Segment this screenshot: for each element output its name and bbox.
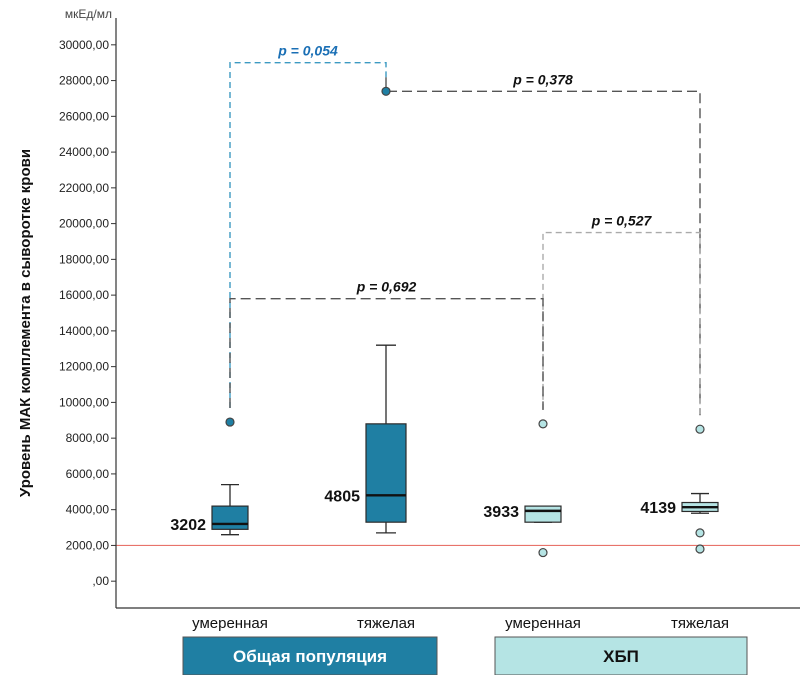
x-category-label: умеренная bbox=[505, 615, 581, 632]
outlier-point bbox=[538, 419, 548, 429]
x-category-label: умеренная bbox=[192, 615, 268, 632]
y-tick-label: 6000,00 bbox=[66, 467, 110, 481]
x-category-label: тяжелая bbox=[357, 615, 415, 632]
y-tick-label: 20000,00 bbox=[59, 217, 109, 231]
median-value-label: 4139 bbox=[640, 500, 676, 517]
y-tick-label: 10000,00 bbox=[59, 395, 109, 409]
y-tick-label: 16000,00 bbox=[59, 288, 109, 302]
p-value-label: p = 0,527 bbox=[591, 213, 653, 229]
box-iqr bbox=[365, 423, 407, 523]
y-axis-title: Уровень МАК комплемента в сыворотке кров… bbox=[17, 149, 34, 497]
median-value-label: 3933 bbox=[483, 504, 519, 521]
outlier-point bbox=[225, 417, 235, 427]
y-tick-label: 8000,00 bbox=[66, 431, 110, 445]
box-iqr bbox=[524, 505, 562, 523]
median-value-label: 4805 bbox=[324, 488, 360, 505]
y-tick-label: 12000,00 bbox=[59, 360, 109, 374]
outlier-point bbox=[538, 547, 548, 558]
median-value-label: 3202 bbox=[170, 517, 206, 534]
y-tick-label: 28000,00 bbox=[59, 74, 109, 88]
group-label-box bbox=[182, 636, 438, 675]
y-tick-label: 18000,00 bbox=[59, 252, 109, 266]
y-tick-label: 22000,00 bbox=[59, 181, 109, 195]
outlier-point bbox=[695, 528, 705, 538]
group-label-text: Общая популяция bbox=[233, 647, 387, 666]
outlier-point bbox=[695, 424, 705, 434]
p-value-label: p = 0,692 bbox=[356, 279, 417, 295]
y-tick-label: ,00 bbox=[92, 574, 109, 588]
p-value-label: p = 0,378 bbox=[512, 71, 573, 87]
outlier-point bbox=[695, 544, 705, 554]
y-tick-label: 2000,00 bbox=[66, 538, 110, 552]
group-label-text: ХБП bbox=[603, 647, 639, 666]
p-value-label: p = 0,054 bbox=[277, 43, 338, 59]
comparison-bracket bbox=[229, 297, 544, 410]
box-iqr bbox=[211, 505, 249, 530]
outlier-point bbox=[381, 86, 391, 96]
x-category-label: тяжелая bbox=[671, 615, 729, 632]
y-tick-label: 24000,00 bbox=[59, 145, 109, 159]
y-tick-label: 4000,00 bbox=[66, 503, 110, 517]
y-tick-label: 14000,00 bbox=[59, 324, 109, 338]
y-tick-label: 30000,00 bbox=[59, 38, 109, 52]
comparison-bracket bbox=[542, 231, 701, 416]
y-tick-label: 26000,00 bbox=[59, 109, 109, 123]
comparison-bracket bbox=[229, 61, 387, 409]
group-label-box bbox=[494, 636, 748, 675]
y-unit-label: мкЕд/мл bbox=[65, 7, 112, 21]
